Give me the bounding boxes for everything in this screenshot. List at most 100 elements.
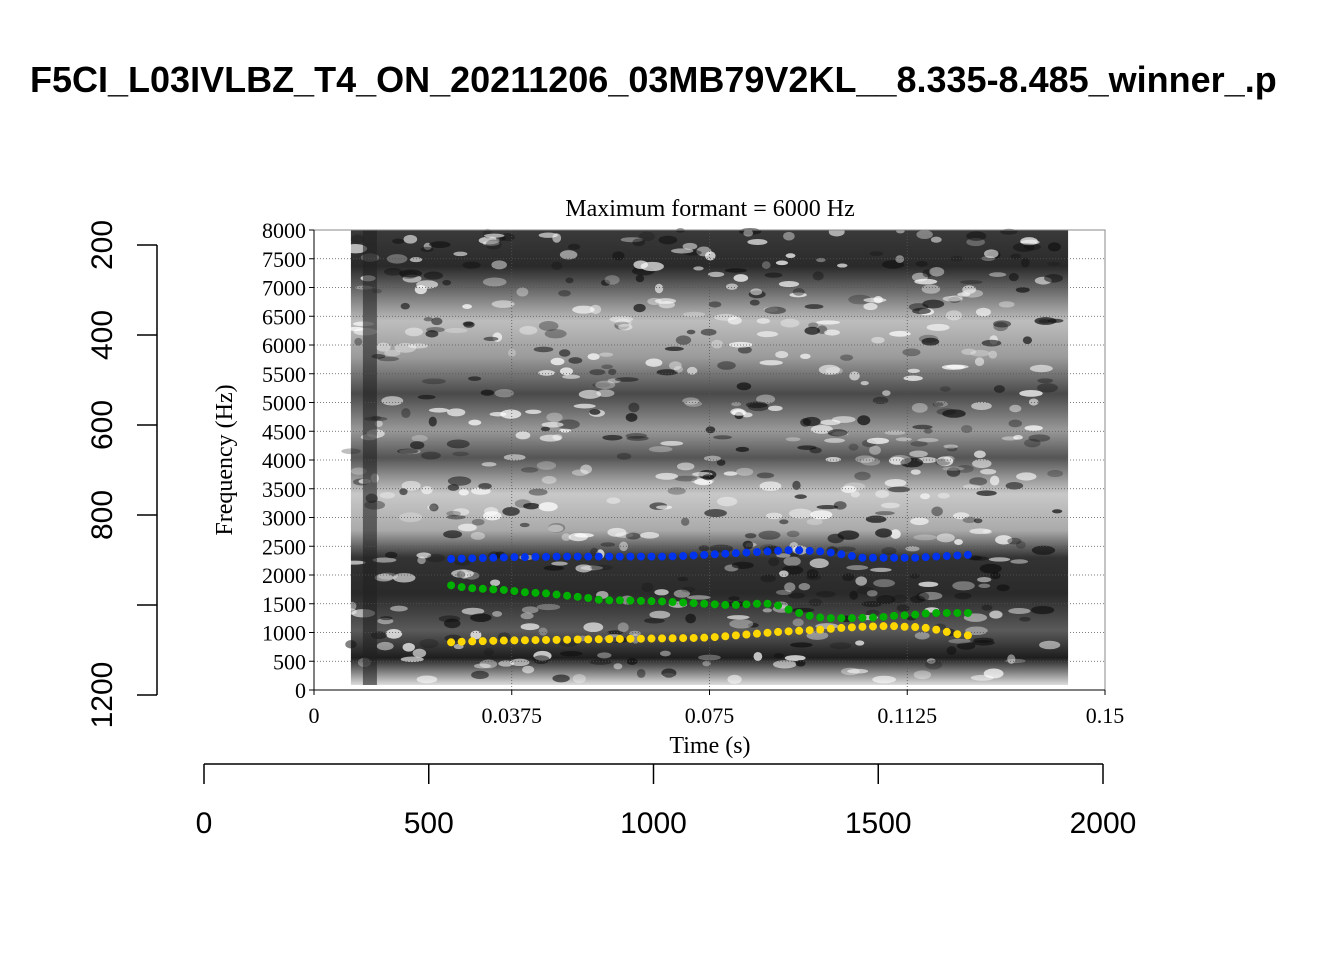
spectrogram-cell (798, 582, 811, 591)
spectrogram-cell (815, 590, 836, 598)
spectrogram-cell (608, 368, 617, 376)
spectrogram-cell (764, 272, 783, 278)
spectrogram-cell (749, 299, 760, 306)
spectrogram-cell (1005, 482, 1024, 490)
spectrogram-cell (784, 655, 806, 661)
spectrogram-cell (421, 486, 433, 495)
formant-point-f3 (531, 552, 540, 561)
spectrogram-cell (645, 358, 663, 367)
spectrogram-cell (909, 450, 928, 458)
chart-title: F5CI_L03IVLBZ_T4_ON_20211206_03MB79V2KL_… (30, 59, 1277, 100)
spectrogram-cell (1013, 435, 1023, 440)
formant-point-f3 (742, 548, 751, 557)
formant-point-f1 (478, 637, 487, 646)
spectrogram-cell (903, 375, 923, 381)
spectrogram-cell (468, 376, 482, 381)
y-tick-label: 6500 (262, 304, 306, 329)
spectrogram-cell (918, 591, 943, 600)
formant-point-f2 (542, 589, 551, 598)
spectrogram-cell (401, 408, 411, 419)
spectrogram-cell (421, 378, 446, 385)
spectrogram-cell (778, 280, 800, 288)
spectrogram-cell (818, 364, 840, 375)
formant-point-f3 (805, 546, 814, 555)
spectrogram-cell (659, 650, 671, 657)
formant-point-f2 (816, 613, 825, 622)
spectrogram-cell (922, 299, 945, 309)
spectrogram-cell (794, 494, 807, 499)
spectrogram-cell (483, 647, 494, 656)
spectrogram-cell (724, 268, 748, 273)
spectrogram-cell (911, 402, 928, 413)
formant-point-f3 (774, 546, 783, 555)
spectrogram-cell (936, 408, 957, 416)
spectrogram-cell (1021, 257, 1030, 268)
spectrogram-cell (783, 231, 795, 241)
spectrogram-cell (1034, 317, 1057, 325)
formant-point-f2 (468, 584, 477, 593)
spectrogram-cell (713, 435, 733, 440)
spectrogram-cell (785, 253, 796, 259)
spectrogram-cell (1010, 253, 1022, 260)
spectrogram-cell (426, 553, 445, 563)
spectrogram-cell (860, 457, 881, 466)
spectrogram-cell (747, 622, 759, 628)
spectrogram-cell (869, 251, 884, 257)
formant-point-f1 (795, 626, 804, 635)
spectrogram-cell (693, 266, 704, 271)
spectrogram-cell (802, 416, 821, 427)
spectrogram-cell (835, 546, 856, 552)
spectrogram-cell (731, 561, 754, 569)
spectrogram-cell (1008, 419, 1023, 428)
spectrogram-cell (976, 490, 997, 496)
formant-point-f1 (563, 635, 572, 644)
spectrogram-cell (447, 408, 466, 417)
spectrogram-cell (733, 274, 749, 282)
spectrogram-cell (583, 622, 604, 633)
spectrogram-cell (704, 251, 716, 261)
spectrogram-cell (971, 556, 989, 561)
spectrogram-cell (500, 233, 515, 242)
spectrogram-cell (788, 592, 806, 599)
spectrogram-cell (544, 329, 567, 339)
formant-point-f3 (478, 554, 487, 563)
spectrogram-cell (786, 530, 800, 538)
spectrogram-cell (546, 412, 563, 423)
formant-point-f2 (478, 584, 487, 593)
formant-point-f3 (457, 554, 466, 563)
formant-point-f2 (647, 597, 656, 606)
spectrogram-cell (737, 346, 752, 354)
spectrogram-cell (873, 579, 896, 588)
spectrogram-cell (792, 618, 804, 627)
spectrogram-cell (401, 480, 421, 491)
spectrogram-cell (550, 357, 565, 366)
spectrogram-cell (788, 508, 813, 519)
spectrogram-cell (471, 518, 485, 526)
spectrogram-cell (464, 571, 480, 580)
spectrogram-cell (921, 337, 940, 346)
spectrogram-cell (686, 366, 698, 375)
spectrogram-cell (932, 402, 944, 407)
spectrogram-cell (957, 292, 971, 297)
spectrogram-cell (935, 458, 951, 466)
spectrogram-cell (981, 255, 996, 262)
spectrogram-cell (750, 288, 763, 296)
spectrogram-cell (756, 331, 779, 338)
spectrogram-cell (735, 446, 750, 452)
spectrogram-cell (572, 305, 595, 314)
spectrogram-cell (399, 269, 423, 278)
spectrogram-cell (744, 533, 757, 539)
spectrogram-cell (984, 249, 999, 259)
formant-point-f3 (816, 547, 825, 556)
spectrogram-cell (1047, 261, 1061, 266)
y-tick-label: 500 (273, 649, 306, 674)
outer-bottom-tick-label: 1000 (620, 807, 687, 840)
spectrogram-cell (881, 547, 897, 556)
formant-point-f1 (921, 623, 930, 632)
formant-point-f1 (636, 634, 645, 643)
spectrogram-cell (589, 304, 602, 314)
formant-point-f1 (932, 625, 941, 634)
spectrogram-cell (638, 231, 655, 242)
formant-point-f2 (457, 583, 466, 592)
spectrogram-cell (962, 516, 977, 524)
